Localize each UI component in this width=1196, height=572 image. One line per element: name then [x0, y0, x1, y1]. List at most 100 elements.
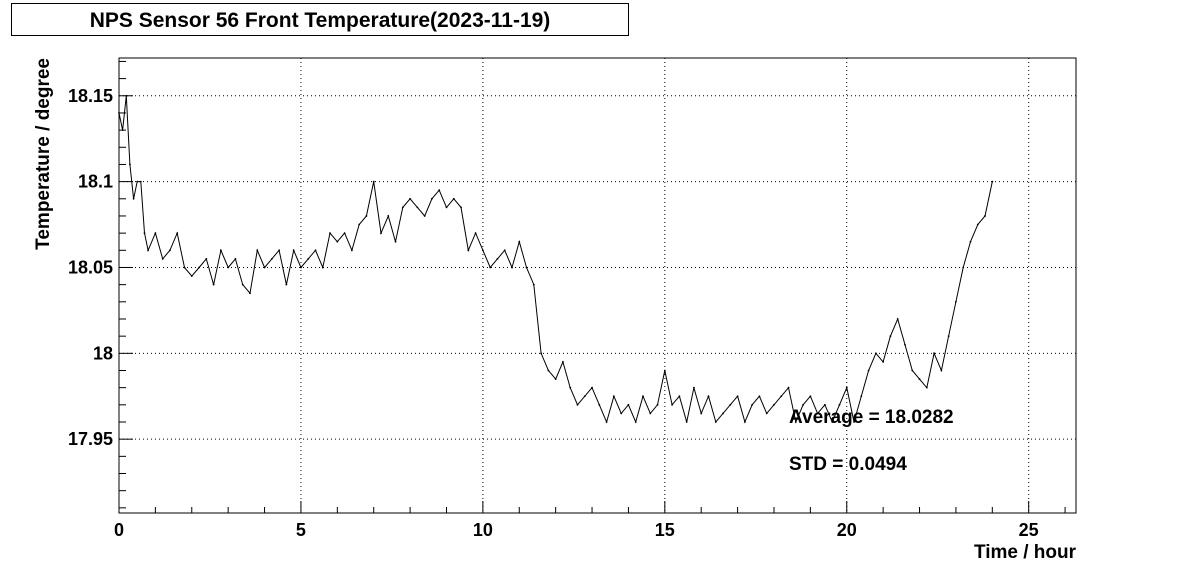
temperature-point [787, 386, 790, 389]
temperature-point [518, 240, 521, 243]
temperature-point [129, 163, 131, 166]
y-axis-label: Temperature / degree [33, 58, 54, 250]
temperature-point [125, 94, 128, 97]
temperature-point [547, 369, 550, 372]
temperature-point [984, 215, 986, 217]
temperature-point [321, 266, 324, 269]
temperature-point [358, 223, 361, 226]
temperature-point [343, 232, 346, 235]
temperature-point [154, 232, 157, 235]
temperature-point [554, 378, 557, 380]
temperature-point [962, 266, 965, 269]
y-tick-label: 17.95 [68, 429, 113, 449]
x-tick-label: 15 [655, 520, 675, 540]
frame-layer [118, 57, 1077, 514]
temperature-point [634, 421, 637, 423]
temperature-point [409, 197, 412, 200]
temperature-point [860, 395, 863, 398]
temperature-point [263, 266, 266, 269]
temperature-point [227, 266, 230, 269]
temperature-point [169, 249, 171, 252]
temperature-point [678, 395, 681, 398]
temperature-point [198, 266, 200, 269]
temperature-point [176, 232, 179, 235]
temperature-point [831, 421, 834, 423]
temperature-point [256, 249, 259, 252]
temperature-point [300, 266, 302, 269]
temperature-point [292, 249, 295, 252]
temperature-point [598, 403, 601, 406]
temperature-point [904, 343, 906, 346]
temperature-point [474, 232, 477, 235]
temperature-point [889, 335, 892, 338]
temperature-point [707, 395, 710, 398]
temperature-point [234, 257, 237, 260]
temperature-series-line [118, 95, 993, 424]
temperature-point [649, 412, 652, 415]
temperature-point [824, 403, 826, 406]
temperature-point [511, 266, 513, 269]
temperature-point [933, 352, 935, 355]
temperature-point [285, 283, 288, 286]
temperature-point [241, 283, 244, 286]
temperature-point [947, 335, 950, 338]
temperature-point [136, 180, 139, 183]
temperature-point [569, 386, 572, 389]
temperature-point [896, 318, 899, 320]
temperature-point [736, 395, 739, 398]
temperature-point [205, 257, 208, 260]
temperature-point [722, 412, 724, 415]
temperature-point [438, 189, 441, 192]
temperature-point [336, 240, 339, 243]
temperature-point [394, 240, 397, 243]
temperature-point [882, 361, 885, 363]
temperature-point [685, 421, 688, 423]
y-tick-label: 18 [93, 343, 113, 363]
temperature-point [481, 249, 484, 252]
temperature-point [605, 421, 608, 423]
temperature-point [845, 386, 848, 389]
temperature-point [219, 249, 222, 252]
temperature-point [729, 403, 732, 406]
temperature-point [307, 257, 310, 260]
ticks-layer [118, 60, 1066, 513]
temperature-point [576, 403, 579, 406]
temperature-point [416, 206, 419, 209]
x-tick-label: 10 [473, 520, 493, 540]
temperature-point [642, 395, 644, 398]
chart-title-box: NPS Sensor 56 Front Temperature(2023-11-… [11, 3, 629, 36]
temperature-point [758, 395, 761, 398]
temperature-point [270, 257, 273, 260]
temperature-point [583, 395, 586, 398]
temperature-point [743, 421, 746, 423]
temperature-point [853, 421, 855, 423]
temperature-point [816, 412, 819, 415]
x-axis-label: Time / hour [974, 542, 1077, 563]
temperature-point [143, 232, 146, 235]
temperature-point [867, 369, 870, 372]
temperature-point [380, 232, 382, 235]
temperature-point [562, 361, 564, 363]
y-tick-label: 18.15 [68, 86, 113, 106]
chart-title: NPS Sensor 56 Front Temperature(2023-11-… [89, 9, 551, 32]
temperature-point [503, 249, 506, 252]
temperature-point [139, 180, 142, 183]
temperature-point [387, 215, 390, 217]
temperature-point [918, 378, 921, 380]
temperature-point [656, 403, 659, 406]
temperature-point [121, 129, 124, 132]
temperature-point [714, 421, 717, 423]
grid-layer [119, 58, 1076, 513]
temperature-point [314, 249, 317, 252]
temperature-point [671, 403, 673, 406]
temperature-point [773, 403, 775, 406]
temperature-point [991, 180, 994, 183]
temperature-point [940, 369, 943, 372]
plot-frame [118, 57, 1077, 514]
temperature-point [976, 223, 979, 226]
temperature-point [249, 292, 251, 295]
temperature-point [765, 412, 768, 415]
temperature-point [591, 386, 593, 389]
temperature-point [496, 257, 499, 260]
